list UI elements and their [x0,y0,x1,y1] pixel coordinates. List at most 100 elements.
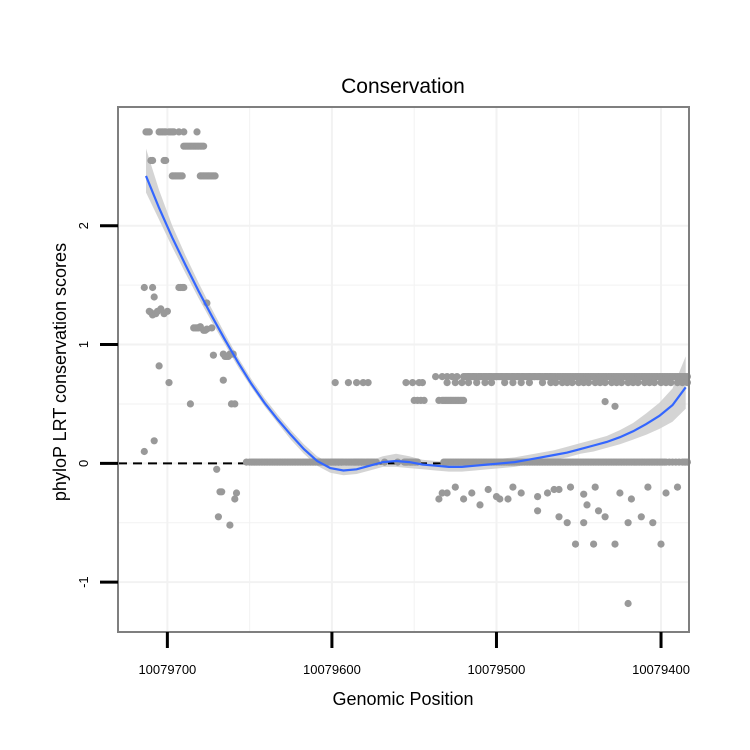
data-point [509,373,517,381]
data-point [481,379,489,387]
data-point [200,142,208,150]
data-point [476,501,484,509]
data-point [180,128,188,136]
data-point [219,376,227,384]
data-point [338,458,346,466]
data-point [460,396,468,404]
data-point [231,495,239,503]
data-point [402,379,410,387]
data-point [591,483,599,491]
data-point [464,379,473,387]
x-tick-label: 10079700 [138,662,196,677]
smooth-fit-line [144,175,687,472]
data-point [568,379,576,387]
data-point [155,362,163,370]
data-point [216,488,224,496]
data-point [678,379,687,387]
smooth-line-layer [144,175,687,472]
data-point [616,489,624,497]
data-point [649,519,657,527]
data-point [486,373,494,381]
data-point [657,540,665,548]
data-point [484,485,492,494]
data-point [611,540,619,548]
data-point [580,490,588,498]
data-point [468,489,476,497]
data-point [211,172,219,180]
data-point [170,128,178,136]
data-point [673,483,682,491]
data-point [617,379,626,387]
data-point [517,489,525,497]
data-point [232,489,241,497]
plot-frame [117,106,690,633]
data-point [611,402,619,410]
data-point [208,324,216,332]
data-point [502,373,510,381]
data-point [180,283,188,292]
x-tick-label: 10079600 [303,662,361,677]
data-point [519,373,527,381]
data-point [624,519,632,527]
y-axis-title: phyloP LRT conservation scores [50,243,70,501]
data-point [563,519,571,527]
data-point [590,540,598,548]
data-point [517,379,525,387]
data-point [534,493,542,501]
data-point [344,379,352,387]
data-point [186,400,194,408]
data-point [149,156,157,165]
data-point [451,379,459,387]
confidence-band [146,148,686,476]
data-point [634,379,642,387]
data-point [227,400,236,408]
data-point [627,495,636,503]
data-point [460,495,468,503]
data-point [357,458,366,466]
data-point [583,501,591,509]
data-point [162,156,170,165]
data-point [443,489,451,497]
data-point [555,485,563,494]
data-point [364,379,372,387]
data-point [458,379,466,387]
data-point [150,293,158,301]
y-tick-label: 1 [76,341,91,348]
data-point [571,540,580,548]
data-point [487,379,496,387]
data-point [226,521,234,529]
data-point [140,283,148,292]
y-tick-label: 2 [76,222,91,229]
data-point [596,379,604,387]
data-point [535,373,543,381]
data-point [575,379,583,387]
data-point [501,379,509,387]
data-point [547,373,555,381]
data-point [178,172,186,180]
data-point [214,513,222,521]
data-point [432,373,440,381]
x-tick-label: 10079400 [632,662,690,677]
data-point [624,379,632,387]
data-point [504,495,512,503]
data-point [476,373,484,381]
data-point [585,379,593,387]
data-point [637,513,645,521]
confidence-band-layer [146,148,686,476]
data-point [353,379,361,387]
data-point [563,379,571,387]
data-point [149,283,157,292]
data-point [509,483,517,491]
grid-lines [118,107,689,632]
data-point [530,373,538,381]
data-point [657,379,665,387]
data-point [469,373,477,381]
data-point [601,379,609,387]
data-point [566,483,575,491]
data-point [165,379,173,387]
data-point [163,307,171,315]
data-point [594,507,603,515]
chart-title: Conservation [341,75,465,98]
data-point [650,379,659,387]
